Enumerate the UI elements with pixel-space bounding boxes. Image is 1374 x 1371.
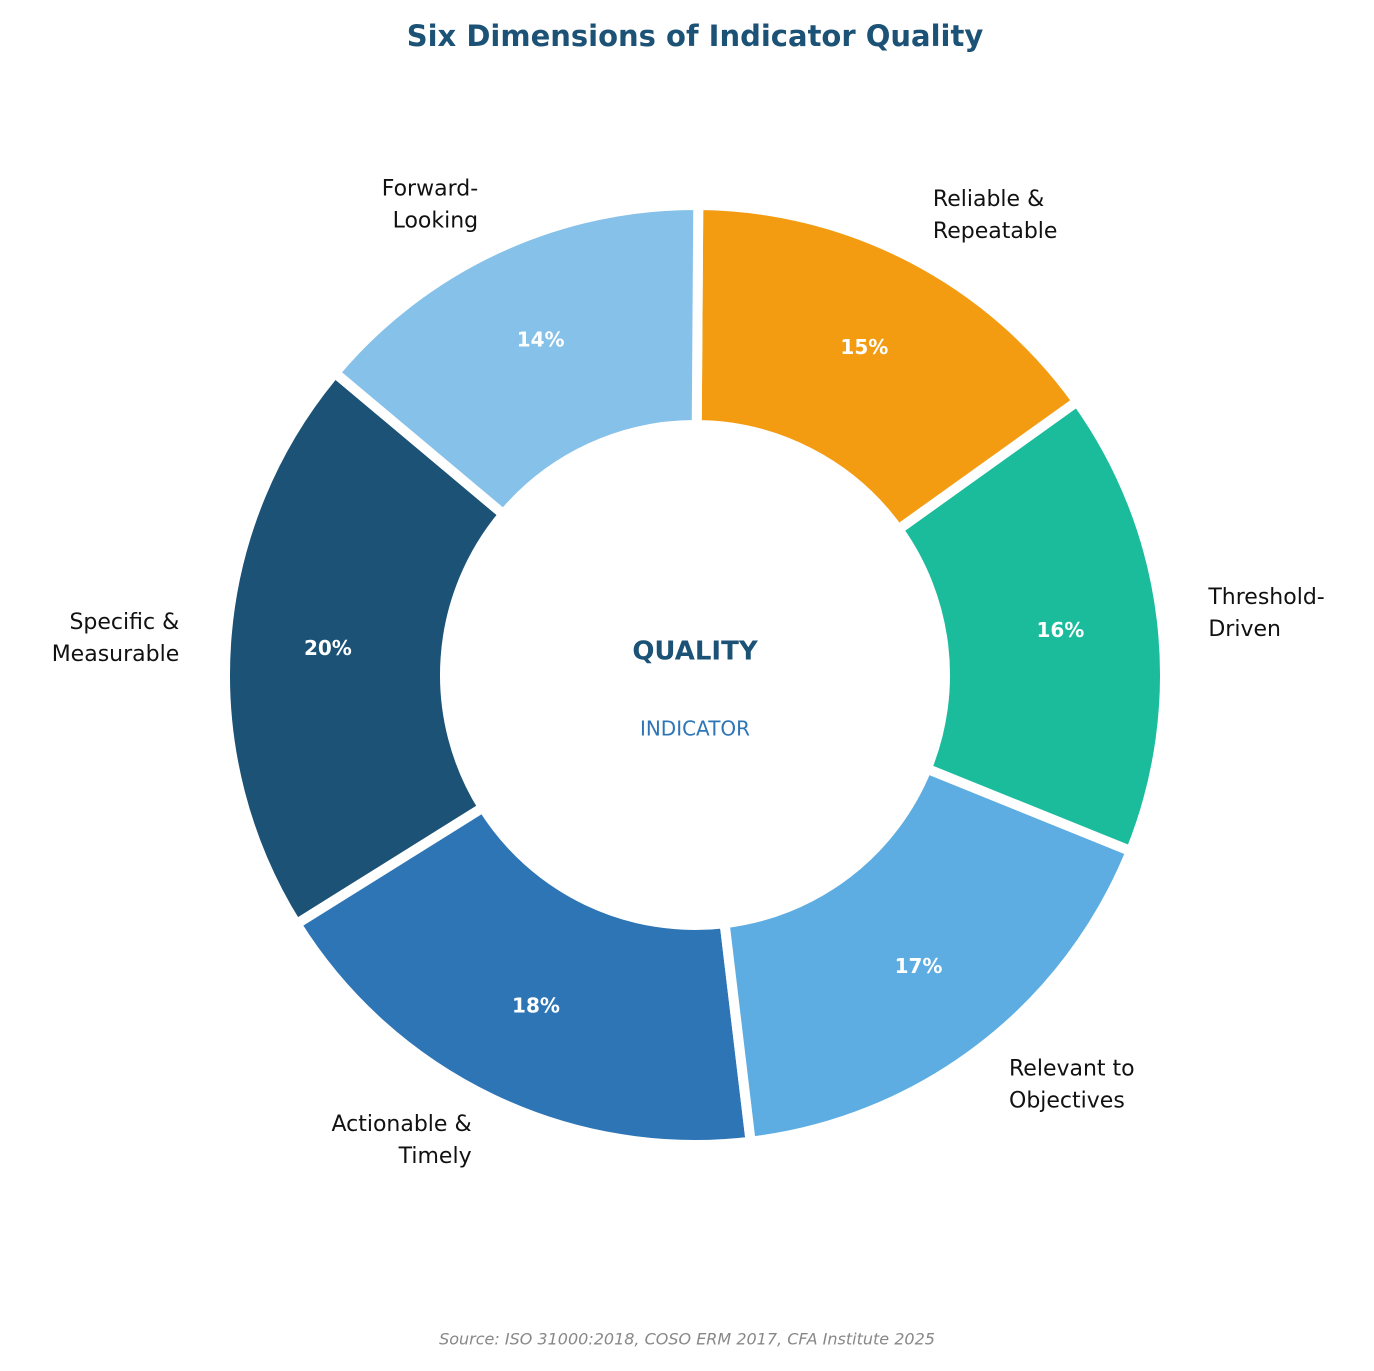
value-label: 16%	[1036, 618, 1084, 642]
donut-segment	[220, 365, 511, 931]
center-title: QUALITY	[632, 637, 759, 667]
donut-segment	[289, 800, 757, 1150]
chart-title: Six Dimensions of Indicator Quality	[407, 19, 984, 53]
donut-segment	[327, 200, 704, 522]
value-label: 17%	[895, 954, 943, 978]
category-label: Relevant to Objectives	[1009, 1057, 1135, 1114]
donut-segment	[719, 762, 1138, 1148]
value-label: 15%	[840, 335, 888, 359]
source-note: Source: ISO 31000:2018, COSO ERM 2017, C…	[439, 1330, 935, 1349]
value-label: 14%	[517, 327, 565, 351]
donut-segment	[691, 199, 1085, 537]
value-label: 20%	[304, 636, 352, 660]
center-subtitle: INDICATOR	[640, 717, 750, 741]
category-label: Specific & Measurable	[52, 610, 180, 667]
donut-segment	[891, 394, 1170, 858]
category-label: Threshold-Driven	[1207, 585, 1324, 642]
category-label: Reliable & Repeatable	[933, 187, 1058, 244]
category-label: Forward-Looking	[382, 177, 478, 234]
value-label: 18%	[512, 993, 560, 1017]
category-label: Actionable & Timely	[331, 1112, 471, 1169]
